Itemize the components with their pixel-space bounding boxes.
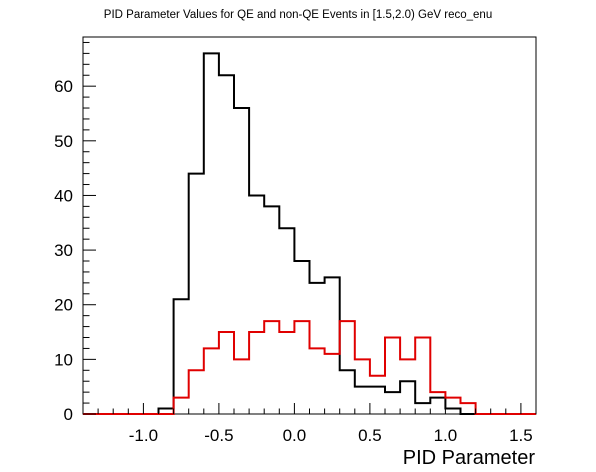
x-tick-label: -1.0 xyxy=(129,426,158,445)
x-tick-label: 0.0 xyxy=(283,426,307,445)
plot-border xyxy=(82,36,537,415)
plot-frame xyxy=(82,36,537,415)
y-tick-label: 60 xyxy=(54,77,73,96)
y-tick-label: 40 xyxy=(54,186,73,205)
y-tick-label: 50 xyxy=(54,132,73,151)
x-axis-title: PID Parameter xyxy=(403,447,536,469)
y-axis: 0 10 20 30 40 50 60 xyxy=(54,41,96,424)
y-tick-label: 20 xyxy=(54,296,73,315)
x-tick-label: 1.5 xyxy=(509,426,533,445)
x-axis: -1.0 -0.5 0.0 0.5 1.0 1.5 xyxy=(97,403,537,445)
histogram-series-2 xyxy=(83,320,536,415)
x-tick-label: 0.5 xyxy=(358,426,382,445)
y-tick-label: 30 xyxy=(54,241,73,260)
histogram-series-1 xyxy=(83,52,536,415)
x-tick-label: -0.5 xyxy=(204,426,233,445)
series-layer xyxy=(83,52,536,415)
chart-title: PID Parameter Values for QE and non-QE E… xyxy=(104,9,492,21)
y-tick-label: 0 xyxy=(64,405,73,424)
x-tick-label: 1.0 xyxy=(434,426,458,445)
y-tick-label: 10 xyxy=(54,350,73,369)
